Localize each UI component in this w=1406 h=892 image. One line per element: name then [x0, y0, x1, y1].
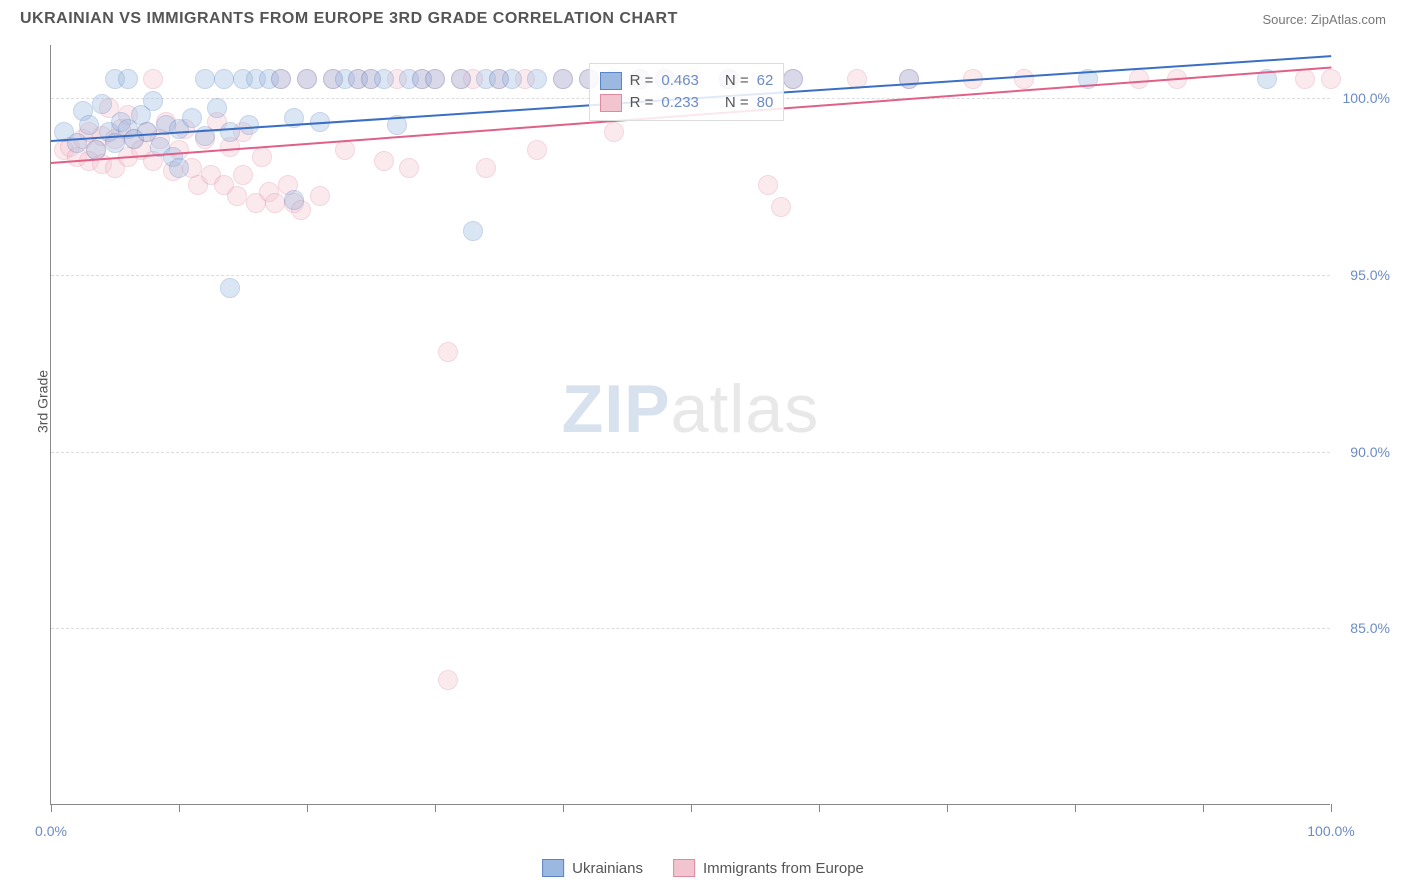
stats-swatch: [600, 72, 622, 90]
chart-title: UKRAINIAN VS IMMIGRANTS FROM EUROPE 3RD …: [20, 10, 678, 28]
x-tick: [563, 804, 564, 812]
scatter-point: [252, 147, 272, 167]
scatter-point: [239, 115, 259, 135]
source-attribution: Source: ZipAtlas.com: [1262, 12, 1386, 27]
scatter-point: [310, 186, 330, 206]
y-tick-label: 100.0%: [1343, 90, 1390, 106]
scatter-point: [79, 115, 99, 135]
scatter-point: [425, 69, 445, 89]
x-tick: [179, 804, 180, 812]
stats-r-value: 0.463: [661, 72, 699, 89]
source-value: ZipAtlas.com: [1311, 12, 1386, 27]
scatter-point: [438, 342, 458, 362]
stats-row: R = 0.233 N = 80: [600, 92, 774, 114]
x-tick: [51, 804, 52, 812]
x-tick: [1203, 804, 1204, 812]
scatter-point: [118, 69, 138, 89]
scatter-point: [143, 69, 163, 89]
scatter-point: [335, 140, 355, 160]
watermark-atlas: atlas: [671, 371, 820, 447]
scatter-point: [169, 158, 189, 178]
scatter-point: [297, 69, 317, 89]
stats-n-label: N =: [725, 72, 749, 89]
gridline: [51, 628, 1330, 629]
scatter-point: [463, 221, 483, 241]
y-tick-label: 90.0%: [1350, 444, 1390, 460]
scatter-point: [182, 108, 202, 128]
scatter-point: [271, 69, 291, 89]
legend-swatch-immigrants: [673, 859, 695, 877]
scatter-point: [220, 278, 240, 298]
x-tick: [435, 804, 436, 812]
scatter-point: [207, 98, 227, 118]
scatter-point: [67, 133, 87, 153]
stats-r-label: R =: [630, 72, 654, 89]
scatter-point: [438, 670, 458, 690]
stats-box: R = 0.463 N = 62 R = 0.233 N = 80: [589, 63, 785, 121]
scatter-point: [399, 158, 419, 178]
legend-label-ukrainians: Ukrainians: [572, 860, 643, 877]
x-tick: [1331, 804, 1332, 812]
chart-header: UKRAINIAN VS IMMIGRANTS FROM EUROPE 3RD …: [0, 0, 1406, 33]
scatter-point: [553, 69, 573, 89]
scatter-point: [502, 69, 522, 89]
chart-legend: Ukrainians Immigrants from Europe: [542, 859, 864, 877]
x-tick: [819, 804, 820, 812]
scatter-point: [476, 158, 496, 178]
scatter-point: [899, 69, 919, 89]
scatter-point: [220, 122, 240, 142]
gridline: [51, 275, 1330, 276]
scatter-point: [604, 122, 624, 142]
stats-n-value: 62: [757, 72, 774, 89]
y-tick-label: 95.0%: [1350, 267, 1390, 283]
stats-row: R = 0.463 N = 62: [600, 70, 774, 92]
scatter-point: [1295, 69, 1315, 89]
stats-r-label: R =: [630, 94, 654, 111]
scatter-point: [86, 140, 106, 160]
watermark: ZIPatlas: [562, 370, 819, 448]
source-label: Source:: [1262, 12, 1310, 27]
scatter-point: [195, 69, 215, 89]
watermark-zip: ZIP: [562, 371, 671, 447]
scatter-point: [771, 197, 791, 217]
scatter-point: [527, 140, 547, 160]
scatter-point: [374, 69, 394, 89]
scatter-point: [143, 91, 163, 111]
scatter-chart: ZIPatlas 3rd Grade 85.0%90.0%95.0%100.0%…: [50, 45, 1330, 805]
scatter-point: [527, 69, 547, 89]
stats-swatch: [600, 94, 622, 112]
x-tick: [947, 804, 948, 812]
scatter-point: [214, 69, 234, 89]
y-tick-label: 85.0%: [1350, 620, 1390, 636]
x-tick: [691, 804, 692, 812]
gridline: [51, 452, 1330, 453]
scatter-point: [451, 69, 471, 89]
stats-n-value: 80: [757, 94, 774, 111]
stats-r-value: 0.233: [661, 94, 699, 111]
scatter-point: [758, 175, 778, 195]
scatter-point: [284, 190, 304, 210]
legend-item-ukrainians: Ukrainians: [542, 859, 643, 877]
legend-item-immigrants: Immigrants from Europe: [673, 859, 864, 877]
x-tick-label: 0.0%: [35, 823, 67, 839]
legend-label-immigrants: Immigrants from Europe: [703, 860, 864, 877]
scatter-point: [233, 165, 253, 185]
x-tick: [1075, 804, 1076, 812]
stats-n-label: N =: [725, 94, 749, 111]
x-tick-label: 100.0%: [1307, 823, 1354, 839]
legend-swatch-ukrainians: [542, 859, 564, 877]
y-axis-label: 3rd Grade: [35, 369, 51, 432]
scatter-point: [374, 151, 394, 171]
scatter-point: [1014, 69, 1034, 89]
x-tick: [307, 804, 308, 812]
scatter-point: [783, 69, 803, 89]
scatter-point: [1321, 69, 1341, 89]
scatter-point: [265, 193, 285, 213]
scatter-point: [227, 186, 247, 206]
scatter-point: [92, 94, 112, 114]
